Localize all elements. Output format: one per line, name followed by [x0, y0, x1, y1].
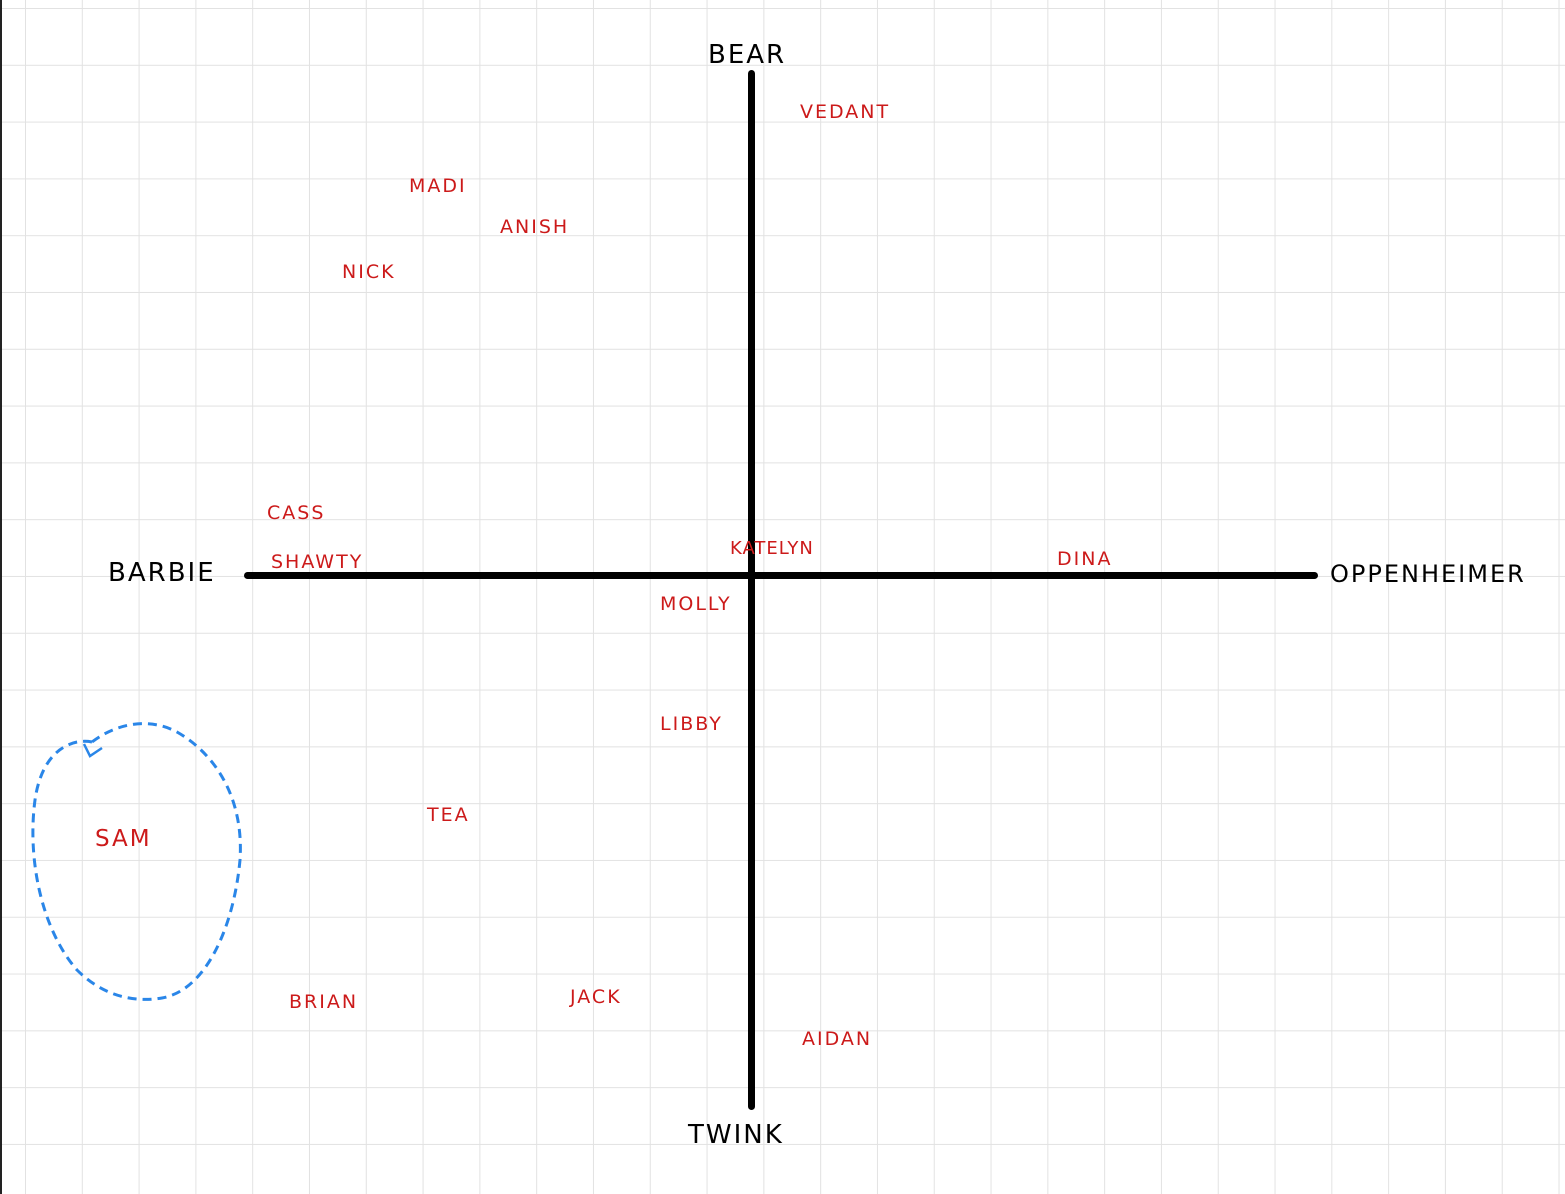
lasso-handle[interactable] — [82, 743, 103, 758]
name-molly: MOLLY — [660, 593, 732, 615]
name-nick: NICK — [342, 261, 396, 283]
name-sam: SAM — [95, 826, 152, 852]
name-anish: ANISH — [500, 216, 570, 238]
name-dina: DINA — [1057, 548, 1113, 570]
name-katelyn: KATELYN — [730, 538, 814, 559]
name-tea: TEA — [427, 804, 470, 826]
name-vedant: VEDANT — [800, 101, 891, 123]
axis-label-left: BARBIE — [108, 558, 216, 588]
name-brian: BRIAN — [289, 991, 359, 1013]
axis-label-right: OPPENHEIMER — [1330, 560, 1526, 588]
name-libby: LIBBY — [660, 713, 723, 735]
lasso-dashed-outline[interactable] — [31, 722, 242, 1001]
name-jack: JACK — [570, 986, 622, 1008]
axis-label-top: BEAR — [708, 40, 787, 70]
name-aidan: AIDAN — [802, 1028, 873, 1050]
horizontal-axis-line — [244, 572, 1318, 579]
name-shawty: SHAWTY — [271, 551, 364, 573]
axis-label-bottom: TWINK — [688, 1120, 784, 1150]
vertical-axis-line — [748, 70, 755, 1110]
name-madi: MADI — [409, 175, 467, 197]
name-cass: CASS — [267, 502, 326, 524]
